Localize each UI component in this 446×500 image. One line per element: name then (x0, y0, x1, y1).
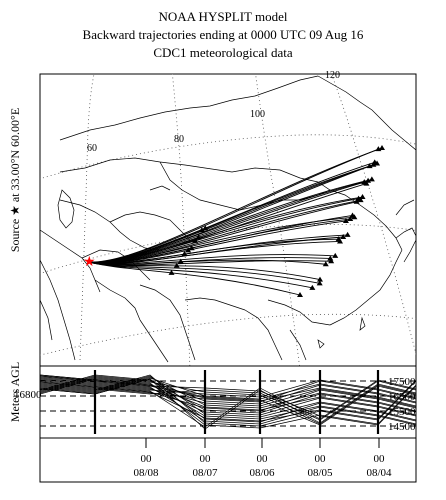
trajectory-marker (371, 159, 378, 165)
trajectory-line (87, 261, 301, 296)
right-height-value-3: 15500 (388, 406, 416, 418)
chart-title: NOAA HYSPLIT model Backward trajectories… (0, 8, 446, 62)
height-profile-line (40, 377, 416, 429)
height-profile-line (40, 375, 416, 405)
height-profile-line (40, 374, 416, 414)
trajectory-line (87, 147, 383, 263)
trajectory-marker (359, 194, 366, 200)
height-profile-line (40, 377, 416, 417)
right-height-value-4: 14500 (388, 421, 416, 433)
trajectory-marker (195, 234, 202, 240)
time-axis-frame (39, 437, 417, 483)
trajectory-marker (344, 231, 351, 237)
trajectory-line (87, 201, 357, 264)
right-height-value-2: 16500 (388, 391, 416, 403)
trajectory-marker (368, 176, 375, 182)
trajectory-marker (349, 212, 356, 218)
height-profile-line (40, 377, 416, 403)
time-date-label: 08/07 (192, 467, 218, 479)
time-hour-label: 00 (315, 453, 327, 465)
height-profile-line (40, 379, 416, 422)
trajectory-marker (347, 216, 354, 222)
trajectory-marker (297, 292, 303, 297)
height-profile-line (40, 374, 416, 416)
time-date-label: 08/06 (249, 467, 275, 479)
height-profile-line (40, 376, 416, 426)
source-star-icon: ★ (83, 255, 96, 270)
trajectory-marker (309, 284, 316, 290)
height-profile-line (40, 378, 416, 430)
trajectory-marker (335, 236, 342, 242)
height-profile-line (40, 378, 416, 408)
trajectory-marker (327, 255, 334, 261)
left-height-value: 16800 (14, 389, 42, 401)
time-hour-label: 00 (200, 453, 212, 465)
lon-label-100: 100 (250, 109, 265, 120)
time-hour-label: 00 (257, 453, 269, 465)
trajectory-marker (185, 247, 192, 253)
trajectory-marker (322, 261, 329, 267)
right-height-value-1: 17500 (388, 376, 416, 388)
time-hour-label: 00 (141, 453, 153, 465)
time-date-label: 08/08 (133, 467, 159, 479)
height-profile-line (40, 379, 416, 428)
lon-label-120: 120 (325, 70, 340, 81)
height-profile-line (40, 378, 416, 425)
trajectory-lines (87, 145, 385, 297)
height-profile-line (40, 376, 416, 412)
title-line-1: NOAA HYSPLIT model (158, 9, 288, 24)
trajectory-marker (379, 145, 385, 150)
trajectory-height-profiles (40, 370, 416, 434)
trajectory-marker (340, 234, 347, 240)
title-line-3: CDC1 meteorological data (153, 45, 293, 60)
lon-label-60: 60 (87, 143, 97, 154)
height-profile-line (40, 375, 416, 407)
trajectory-marker (316, 276, 323, 282)
time-axis-ticks: 00 08/08 00 08/07 00 08/06 00 08/05 00 08/04 (133, 438, 392, 479)
trajectory-marker (342, 217, 349, 223)
time-hour-label: 00 (374, 453, 386, 465)
trajectory-marker (202, 225, 209, 231)
time-date-label: 08/04 (366, 467, 392, 479)
title-line-2: Backward trajectories ending at 0000 UTC… (82, 27, 364, 42)
height-profile-line (40, 379, 416, 399)
trajectory-marker (173, 262, 180, 268)
trajectory-marker (332, 252, 339, 258)
trajectory-marker (316, 280, 323, 286)
map-graticule (40, 74, 416, 366)
lon-label-80: 80 (174, 134, 184, 145)
trajectory-line (87, 199, 361, 264)
trajectory-marker (328, 258, 335, 264)
trajectory-marker (177, 258, 184, 264)
trajectory-marker (168, 269, 175, 275)
time-date-label: 08/05 (307, 467, 333, 479)
trajectory-marker (188, 245, 195, 251)
height-profile-line (40, 375, 416, 421)
